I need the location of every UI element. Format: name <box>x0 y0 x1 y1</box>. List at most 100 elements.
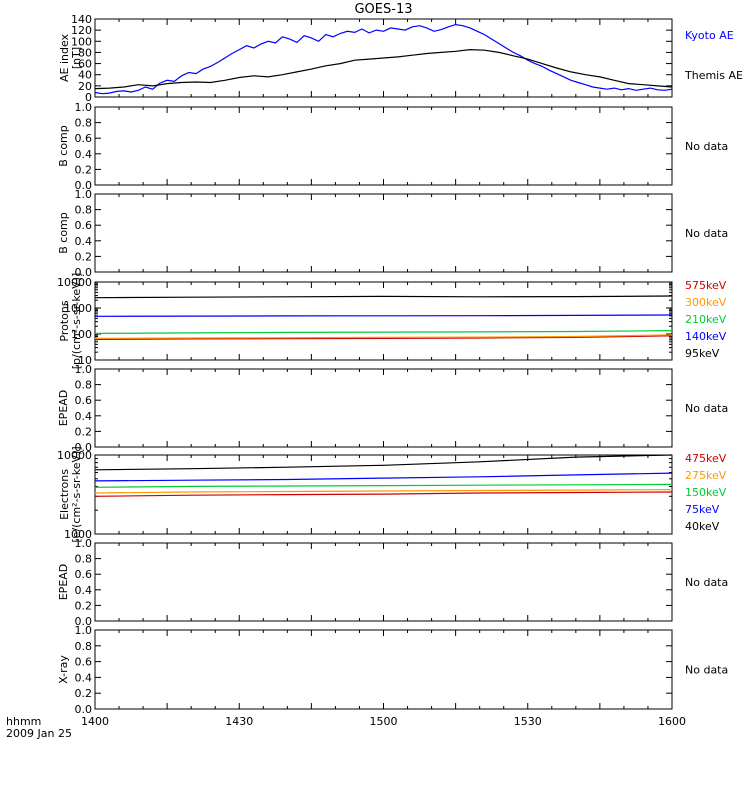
y-axis-label: B comp <box>57 212 70 254</box>
y-tick-label: 0.0 <box>75 266 93 279</box>
y-tick-label: 0.8 <box>75 204 93 217</box>
panel-frame <box>94 629 673 710</box>
y-tick-label: 80 <box>78 46 92 59</box>
y-tick-label: 1.0 <box>75 188 93 201</box>
no-data-label: No data <box>685 402 728 415</box>
y-tick-label: 0.0 <box>75 179 93 192</box>
x-tick-label: 1430 <box>225 715 253 728</box>
y-axis-label: EPEAD <box>57 390 70 427</box>
panel-frame <box>94 368 673 448</box>
series-line-575kev <box>94 335 673 340</box>
y-tick-label: 0.4 <box>75 235 93 248</box>
y-axis-label: [e/(cm²-s-sr-keV)] <box>70 446 83 542</box>
legend-entry: 275keV <box>685 469 727 482</box>
y-axis-label: EPEAD <box>57 564 70 601</box>
y-tick-label: 0.0 <box>75 441 93 454</box>
panel-frame <box>94 281 673 361</box>
y-tick-label: 1000 <box>64 528 92 541</box>
series-line-150kev <box>94 483 673 488</box>
y-tick-label: 0.6 <box>75 132 93 145</box>
y-tick-label: 1.0 <box>75 101 93 114</box>
y-tick-label: 100 <box>71 35 92 48</box>
y-tick-label: 1.0 <box>75 363 93 376</box>
series-line-140kev <box>94 314 673 317</box>
y-tick-label: 0.2 <box>75 163 93 176</box>
y-tick-label: 60 <box>78 58 92 71</box>
series-line-300kev <box>94 334 673 339</box>
y-tick-label: 0.4 <box>75 671 93 684</box>
legend-entry: 40keV <box>685 520 720 533</box>
y-tick-label: 20 <box>78 80 92 93</box>
legend-entry: 95keV <box>685 347 720 360</box>
no-data-label: No data <box>685 227 728 240</box>
legend-entry: 475keV <box>685 452 727 465</box>
y-tick-label: 0.0 <box>75 703 93 716</box>
y-tick-label: 100 <box>71 328 92 341</box>
y-tick-label: 0.8 <box>75 117 93 130</box>
chart-title: GOES-13 <box>354 2 412 17</box>
legend-entry: 210keV <box>685 313 727 326</box>
y-tick-label: 0.0 <box>75 615 93 628</box>
y-tick-label: 0.4 <box>75 410 93 423</box>
y-tick-label: 40 <box>78 69 92 82</box>
panel-frame <box>94 193 673 273</box>
x-tick-label: 1400 <box>81 715 109 728</box>
legend-entry: 150keV <box>685 486 727 499</box>
legend-entry: Kyoto AE <box>685 29 734 42</box>
no-data-label: No data <box>685 576 728 589</box>
no-data-label: No data <box>685 140 728 153</box>
legend-entry: 575keV <box>685 279 727 292</box>
x-tick-label: 1530 <box>514 715 542 728</box>
y-tick-label: 1000 <box>64 302 92 315</box>
panel-frame <box>94 542 673 622</box>
y-tick-label: 0.2 <box>75 425 93 438</box>
y-axis-label: [p/(cm²-s-sr-keV)] <box>70 273 83 370</box>
time-axis-label: hhmm <box>6 715 41 728</box>
y-axis-label: [nT] <box>70 47 83 69</box>
date-label: 2009 Jan 25 <box>6 727 72 740</box>
series-line-475kev <box>94 491 673 497</box>
y-tick-label: 10 <box>78 354 92 367</box>
y-tick-label: 0.6 <box>75 568 93 581</box>
series-line-95kev <box>94 295 673 299</box>
y-tick-label: 0.6 <box>75 656 93 669</box>
y-tick-label: 10000 <box>57 276 92 289</box>
y-axis-label: B comp <box>57 125 70 167</box>
y-axis-label: Protons <box>58 300 71 341</box>
series-line-210kev <box>94 330 673 334</box>
legend-entry: 300keV <box>685 296 727 309</box>
series-line-40kev <box>94 454 673 471</box>
y-tick-label: 140 <box>71 13 92 26</box>
legend-entry: Themis AE <box>684 69 743 82</box>
y-axis-label: AE index <box>58 33 71 82</box>
panel-frame <box>94 106 673 186</box>
y-tick-label: 0.4 <box>75 148 93 161</box>
y-tick-label: 0.6 <box>75 394 93 407</box>
y-tick-label: 1.0 <box>75 624 93 637</box>
legend-entry: 75keV <box>685 503 720 516</box>
series-line-themis-ae <box>94 48 673 90</box>
x-tick-label: 1500 <box>370 715 398 728</box>
y-tick-label: 10000 <box>57 449 92 462</box>
x-tick-label: 1600 <box>658 715 686 728</box>
series-line-275kev <box>94 489 673 494</box>
y-tick-label: 0.2 <box>75 687 93 700</box>
y-tick-label: 0.8 <box>75 640 93 653</box>
legend-entry: 140keV <box>685 330 727 343</box>
y-tick-label: 0.8 <box>75 553 93 566</box>
series-line-75kev <box>94 472 673 482</box>
series-line-kyoto-ae <box>94 23 673 95</box>
y-tick-label: 1.0 <box>75 537 93 550</box>
y-tick-label: 0.2 <box>75 599 93 612</box>
y-tick-label: 0 <box>85 91 92 104</box>
y-axis-label: Electrons <box>58 469 71 520</box>
y-tick-label: 0.4 <box>75 584 93 597</box>
y-tick-label: 0.8 <box>75 379 93 392</box>
no-data-label: No data <box>685 664 728 677</box>
y-axis-label: X-ray <box>57 655 70 684</box>
y-tick-label: 0.2 <box>75 250 93 263</box>
y-tick-label: 0.6 <box>75 219 93 232</box>
y-tick-label: 120 <box>71 24 92 37</box>
